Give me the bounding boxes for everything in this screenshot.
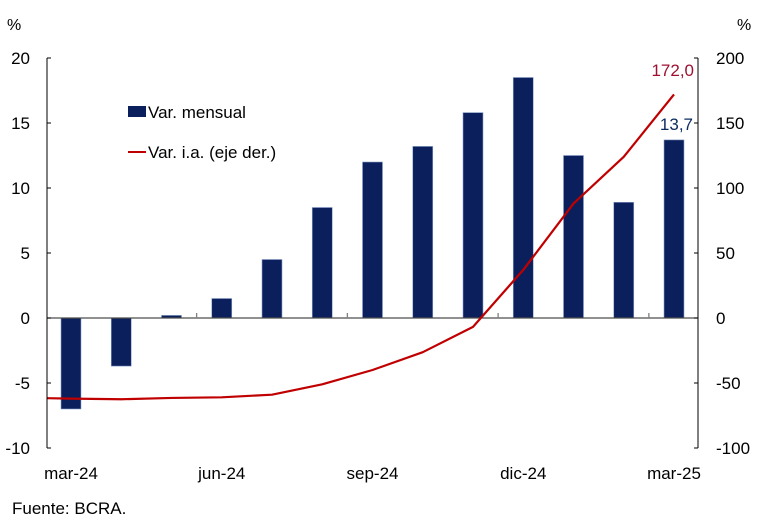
source-note: Fuente: BCRA. xyxy=(12,499,126,518)
right-tick-label: 0 xyxy=(716,309,725,328)
line-series-var-ia xyxy=(46,93,675,401)
bar-feb-25 xyxy=(613,202,635,319)
left-tick-label: 10 xyxy=(11,179,30,198)
left-tick-label: 5 xyxy=(21,244,30,263)
x-axis-labels: mar-24 jun-24 sep-24 dic-24 mar-25 xyxy=(44,464,701,483)
x-axis-ticks xyxy=(195,313,650,318)
bar-jun-24 xyxy=(211,298,233,319)
legend-label-yoy: Var. i.a. (eje der.) xyxy=(148,143,276,162)
right-tick-label: 200 xyxy=(716,49,744,68)
legend-swatch-bar xyxy=(128,106,146,117)
left-tick-label: 20 xyxy=(11,49,30,68)
bar-ene-25 xyxy=(563,155,584,319)
right-y-axis-ticks: 200 150 100 50 0 -50 -100 xyxy=(694,49,750,458)
bar-oct-24 xyxy=(412,146,434,319)
right-tick-label: -50 xyxy=(716,374,741,393)
bar-nov-24 xyxy=(462,112,484,319)
bar-ago-24 xyxy=(311,207,333,319)
legend: Var. mensual Var. i.a. (eje der.) xyxy=(128,103,276,162)
right-tick-label: 150 xyxy=(716,114,744,133)
right-axis-unit: % xyxy=(737,17,751,34)
bar-sep-24 xyxy=(362,161,383,319)
left-y-axis-ticks: 20 15 10 5 0 -5 -10 xyxy=(5,49,51,458)
right-tick-label: 100 xyxy=(716,179,744,198)
bar-jul-24 xyxy=(261,259,283,319)
left-tick-label: 0 xyxy=(21,309,30,328)
x-tick-label: mar-24 xyxy=(44,464,98,483)
legend-label-monthly: Var. mensual xyxy=(148,103,246,122)
left-tick-label: -5 xyxy=(15,374,30,393)
bar-abr-24 xyxy=(110,317,132,367)
x-tick-label: jun-24 xyxy=(197,464,245,483)
bar-mar-25 xyxy=(663,139,685,319)
annotation-monthly-last: 13,7 xyxy=(660,115,693,134)
bars-group xyxy=(60,77,685,410)
x-tick-label: dic-24 xyxy=(500,464,546,483)
left-axis-unit: % xyxy=(7,17,21,34)
annotation-yoy-last: 172,0 xyxy=(651,61,694,80)
bar-dic-24 xyxy=(512,77,534,319)
right-tick-label: -100 xyxy=(716,439,750,458)
left-tick-label: 15 xyxy=(11,114,30,133)
bar-mar-24 xyxy=(60,317,82,410)
x-tick-label: sep-24 xyxy=(347,464,399,483)
right-tick-label: 50 xyxy=(716,244,735,263)
x-tick-label: mar-25 xyxy=(647,464,701,483)
left-tick-label: -10 xyxy=(5,439,30,458)
